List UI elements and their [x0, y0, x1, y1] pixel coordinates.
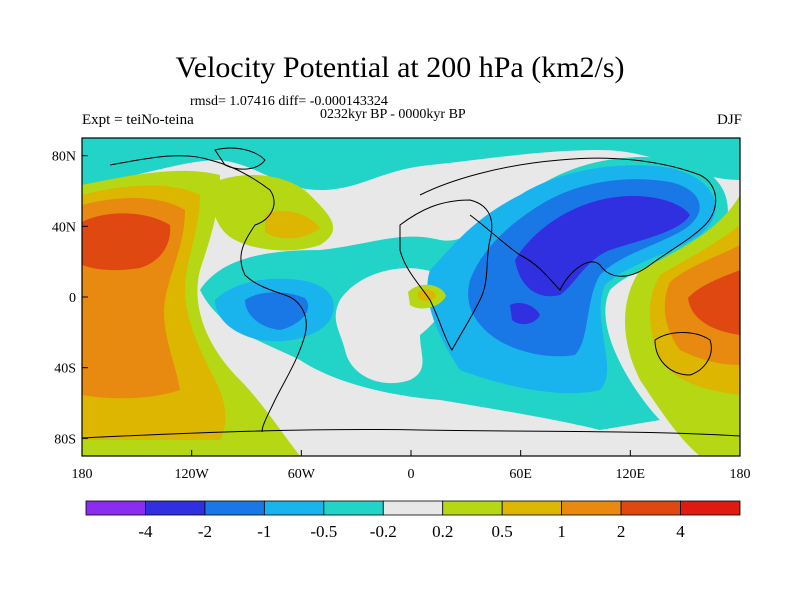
- colorbar-level-label: -4: [138, 522, 153, 541]
- field-layer: [82, 138, 740, 456]
- africa-outline: [399, 199, 493, 351]
- x-tick-label: 60E: [509, 467, 532, 482]
- colorbar-swatch: [204, 500, 265, 516]
- colorbar-swatch: [442, 500, 503, 516]
- x-tick-label: 0: [408, 467, 415, 482]
- x-tick-label: 180: [730, 467, 751, 482]
- chart-title: Velocity Potential at 200 hPa (km2/s): [175, 51, 625, 84]
- x-tick-label: 120E: [616, 467, 646, 482]
- period-label: 0232kyr BP - 0000kyr BP: [320, 107, 466, 122]
- field-polar-north: [82, 138, 740, 190]
- colorbar-level-label: -0.5: [310, 522, 337, 541]
- y-tick-label: 40N: [52, 220, 76, 235]
- colorbar-swatch: [561, 500, 622, 516]
- y-tick-label: 0: [69, 291, 76, 306]
- colorbar-swatch: [501, 500, 563, 516]
- colorbar-level-label: -2: [198, 522, 212, 541]
- x-tick-label: 180: [72, 467, 93, 482]
- americas-outline: [109, 155, 307, 433]
- coastlines: [82, 147, 740, 439]
- colorbar-level-label: 4: [676, 522, 685, 541]
- colorbar-swatch: [145, 500, 206, 516]
- colorbar-swatch: [263, 500, 325, 516]
- colorbar-level-label: -0.2: [370, 522, 397, 541]
- eurasia-outline: [419, 157, 717, 291]
- y-axis: 80N 40N 0 40S 80S: [52, 150, 88, 447]
- field-pacific-east-core: [82, 213, 171, 271]
- experiment-label: Expt = teiNo-teina: [82, 112, 194, 128]
- x-axis: 180 120W 60W 0 60E 120E 180: [72, 450, 751, 482]
- colorbar-swatch: [323, 500, 384, 516]
- antarctica-outline: [82, 428, 740, 439]
- y-tick-label: 40S: [54, 362, 76, 377]
- x-tick-label: 120W: [175, 467, 210, 482]
- colorbar-level-label: 0.5: [492, 522, 513, 541]
- y-tick-label: 80N: [52, 150, 76, 165]
- x-tick-label: 60W: [288, 467, 316, 482]
- colorbar-swatch: [680, 500, 741, 516]
- colorbar-level-label: 1: [557, 522, 566, 541]
- field-pacific-west-core: [688, 270, 740, 335]
- field-north-atlantic-yellow: [265, 210, 320, 239]
- field-asia-core: [515, 195, 690, 297]
- greenland-outline: [214, 147, 266, 170]
- stats-label: rmsd= 1.07416 diff= -0.000143324: [190, 94, 388, 109]
- colorbar-swatch: [382, 500, 444, 516]
- field-south-america-core: [245, 292, 309, 330]
- colorbar: -4 -2 -1 -0.5 -0.2 0.2 0.5 1 2 4: [85, 500, 741, 541]
- colorbar-swatch: [85, 500, 146, 516]
- y-tick-label: 80S: [54, 432, 76, 447]
- field-indian-core: [510, 303, 540, 325]
- colorbar-level-label: -1: [257, 522, 271, 541]
- colorbar-level-label: 2: [617, 522, 626, 541]
- colorbar-swatch: [620, 500, 681, 516]
- australia-outline: [654, 332, 712, 376]
- colorbar-level-label: 0.2: [432, 522, 453, 541]
- season-label: DJF: [716, 112, 742, 128]
